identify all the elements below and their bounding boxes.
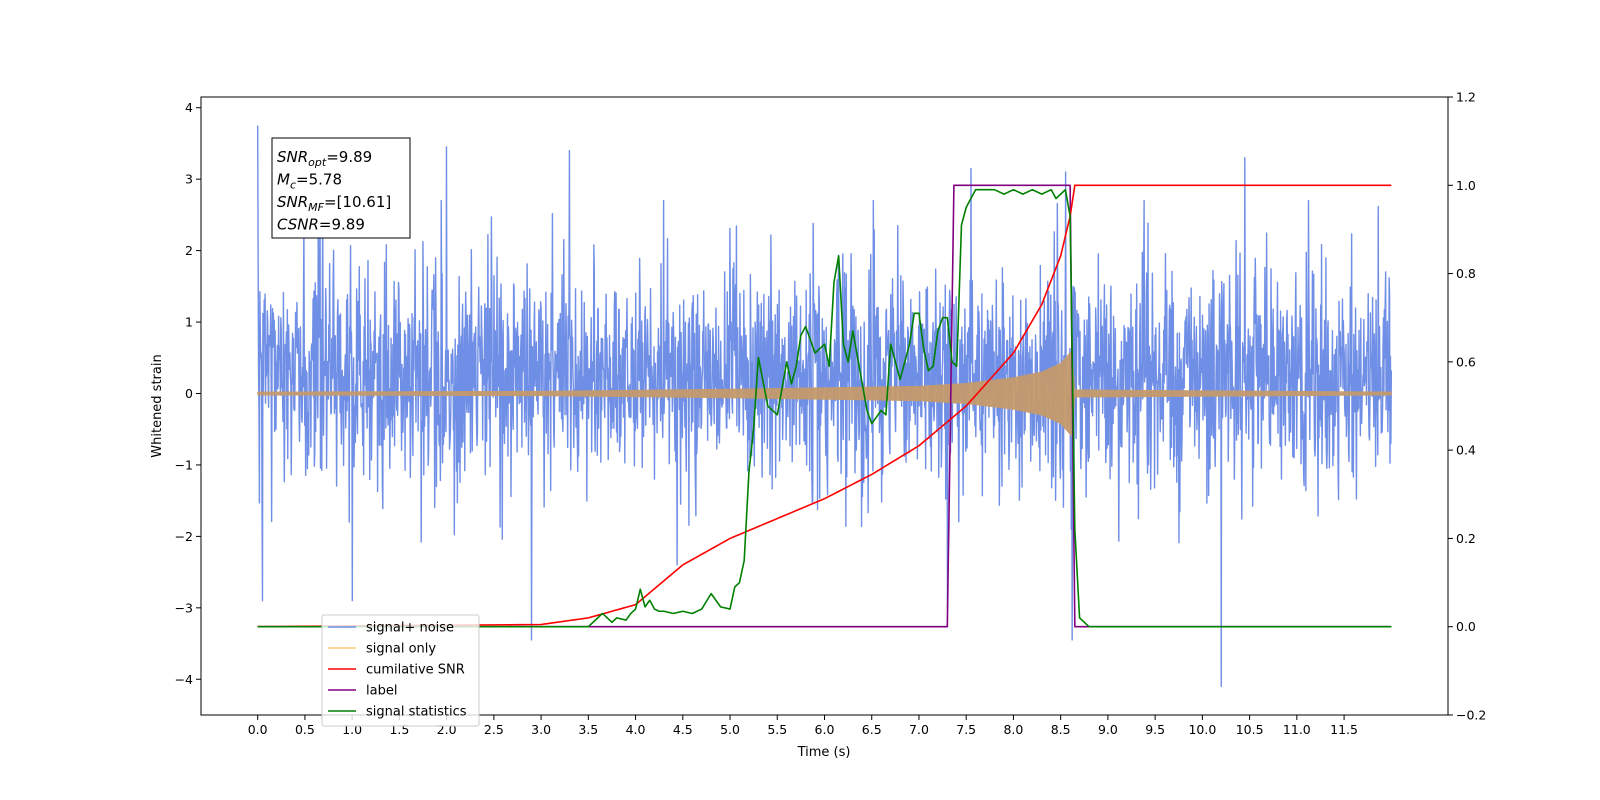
- y-tick-label: 2: [185, 243, 193, 258]
- y2-tick-label: 0.0: [1456, 619, 1476, 634]
- info-symbol: SNR: [277, 193, 308, 211]
- legend-frame: [321, 614, 480, 727]
- x-tick-label: 6.5: [862, 722, 882, 737]
- legend-entry-label: label: [366, 684, 397, 699]
- y2-tick-label: 0.6: [1456, 354, 1476, 369]
- info-box-frame: [271, 137, 411, 239]
- y-axis-label: Whitened strain: [150, 354, 165, 457]
- y-tick-label: −1: [175, 457, 193, 472]
- y2-tick-label: 0.4: [1456, 443, 1476, 458]
- x-tick-label: 3.0: [531, 722, 551, 737]
- info-subscript: MF: [308, 201, 324, 214]
- info-subscript: opt: [308, 156, 327, 169]
- x-tick-label: 7.0: [909, 722, 929, 737]
- y-tick-label: −3: [175, 600, 193, 615]
- info-value: =[10.61]: [324, 193, 391, 211]
- x-tick-label: 10.0: [1188, 722, 1216, 737]
- x-tick-label: 8.5: [1051, 722, 1071, 737]
- series-signal-statistics-line: [257, 188, 1392, 628]
- x-tick-label: 8.0: [1003, 722, 1023, 737]
- y2-tick-label: 1.2: [1456, 90, 1476, 105]
- x-tick-label: 6.0: [815, 722, 835, 737]
- y-tick-label: −2: [175, 529, 193, 544]
- series-signal-only-line: [257, 350, 1392, 437]
- y2-tick-label: 0.8: [1456, 266, 1476, 281]
- series-layer: [256, 125, 1393, 688]
- y2-tick-label: 0.2: [1456, 531, 1476, 546]
- x-tick-label: 5.0: [720, 722, 740, 737]
- y-tick-label: 3: [185, 172, 193, 187]
- x-tick-label: 7.5: [956, 722, 976, 737]
- info-symbol: CSNR: [277, 216, 319, 234]
- info-line: SNRMF=[10.61]: [277, 193, 391, 214]
- x-tick-label: 10.5: [1236, 722, 1264, 737]
- x-tick-label: 2.5: [484, 722, 504, 737]
- x-tick-label: 4.0: [626, 722, 646, 737]
- info-line: Mc=5.78: [277, 171, 342, 192]
- info-value: =9.89: [326, 148, 372, 166]
- info-value: =5.78: [296, 171, 342, 189]
- y-axis-right: 1.2 1.0 0.8 0.6 0.4 0.2 0.0 −0.2: [1448, 90, 1486, 723]
- series-cumulative-snr-line: [257, 184, 1392, 628]
- x-tick-label: 5.5: [767, 722, 787, 737]
- x-tick-label: 9.0: [1098, 722, 1118, 737]
- info-symbol: M: [277, 171, 290, 189]
- x-tick-label: 0.0: [248, 722, 268, 737]
- info-line: SNRopt=9.89: [277, 148, 372, 169]
- x-tick-label: 3.5: [578, 722, 598, 737]
- y-tick-label: 1: [185, 315, 193, 330]
- x-tick-label: 11.0: [1283, 722, 1311, 737]
- info-value: =9.89: [319, 216, 365, 234]
- y-tick-label: 0: [185, 386, 193, 401]
- x-tick-label: 4.5: [673, 722, 693, 737]
- info-line: CSNR=9.89: [277, 216, 365, 234]
- legend: signal+ noise signal only cumilative SNR la…: [321, 614, 480, 727]
- legend-entry-label: cumilative SNR: [366, 663, 465, 678]
- info-subscript: c: [290, 179, 296, 192]
- legend-entry-label: signal+ noise: [366, 621, 454, 636]
- y-tick-label: 4: [185, 100, 193, 115]
- y2-tick-label: 1.0: [1456, 178, 1476, 193]
- legend-entry-label: signal statistics: [366, 705, 467, 720]
- legend-entry-label: signal only: [366, 642, 436, 657]
- y2-tick-label: −0.2: [1456, 708, 1486, 723]
- info-symbol: SNR: [277, 148, 308, 166]
- series-signal-noise-line: [256, 125, 1393, 688]
- x-tick-label: 9.5: [1145, 722, 1165, 737]
- y-tick-label: −4: [175, 672, 193, 687]
- x-axis-label: Time (s): [797, 745, 851, 760]
- x-tick-label: 11.5: [1330, 722, 1358, 737]
- y-axis-left: 4 3 2 1 0 −1 −2 −3 −4: [175, 100, 201, 687]
- x-tick-label: 0.5: [295, 722, 315, 737]
